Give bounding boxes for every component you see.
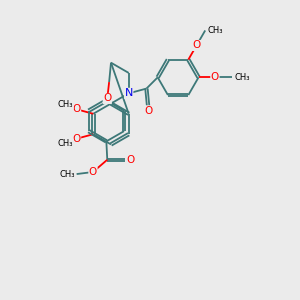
Text: O: O	[192, 40, 201, 50]
Text: N: N	[124, 88, 133, 98]
Text: O: O	[89, 167, 97, 177]
Text: O: O	[72, 134, 81, 144]
Text: O: O	[144, 106, 152, 116]
Text: O: O	[103, 94, 111, 103]
Text: O: O	[72, 104, 81, 114]
Text: CH₃: CH₃	[59, 169, 75, 178]
Text: CH₃: CH₃	[207, 26, 223, 35]
Text: CH₃: CH₃	[234, 73, 250, 82]
Text: O: O	[211, 72, 219, 82]
Text: O: O	[127, 155, 135, 165]
Text: CH₃: CH₃	[58, 139, 73, 148]
Text: CH₃: CH₃	[58, 100, 73, 109]
